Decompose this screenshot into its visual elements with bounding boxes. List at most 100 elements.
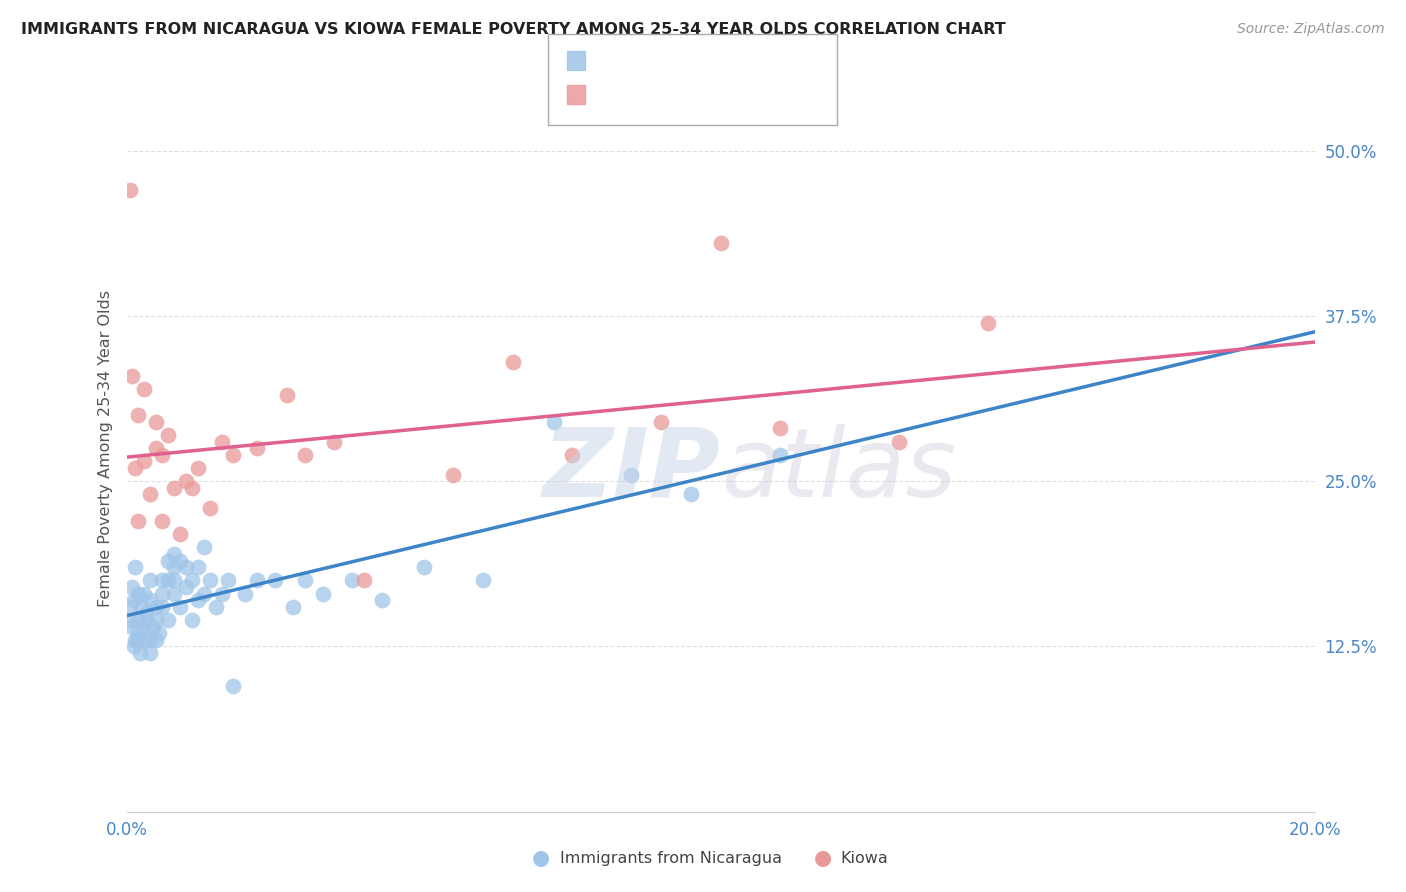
Text: ●: ● <box>533 848 550 868</box>
Point <box>769 448 792 462</box>
Point <box>710 236 733 251</box>
Point <box>193 587 215 601</box>
Point <box>128 646 150 660</box>
Point <box>294 574 316 588</box>
Text: R = 0.351   N = 67: R = 0.351 N = 67 <box>593 52 763 70</box>
Point <box>139 646 162 660</box>
Point <box>211 434 233 449</box>
Point <box>127 626 149 640</box>
Point <box>122 593 145 607</box>
Point <box>121 368 143 383</box>
Point <box>139 487 162 501</box>
Point <box>977 316 1000 330</box>
Point <box>150 514 173 528</box>
Point <box>187 593 209 607</box>
Point <box>163 547 186 561</box>
Point <box>412 560 434 574</box>
Point <box>294 448 316 462</box>
Point <box>180 574 202 588</box>
Point <box>342 574 364 588</box>
Point <box>157 613 180 627</box>
Point <box>139 593 162 607</box>
Text: IMMIGRANTS FROM NICARAGUA VS KIOWA FEMALE POVERTY AMONG 25-34 YEAR OLDS CORRELAT: IMMIGRANTS FROM NICARAGUA VS KIOWA FEMAL… <box>21 22 1005 37</box>
Point <box>145 599 167 614</box>
Point <box>193 541 215 555</box>
Point <box>679 487 702 501</box>
Point <box>371 593 394 607</box>
Point <box>187 560 209 574</box>
Point <box>134 587 156 601</box>
Point <box>134 382 156 396</box>
Point <box>169 527 191 541</box>
Point <box>150 574 173 588</box>
Point <box>150 587 173 601</box>
Point <box>222 679 245 693</box>
Point <box>163 574 186 588</box>
Text: Kiowa: Kiowa <box>841 851 889 865</box>
Point <box>323 434 346 449</box>
Point <box>180 481 202 495</box>
Point <box>148 626 170 640</box>
Text: atlas: atlas <box>721 424 956 516</box>
Point <box>134 620 156 634</box>
Point <box>139 632 162 647</box>
Point <box>157 428 180 442</box>
Text: Immigrants from Nicaragua: Immigrants from Nicaragua <box>560 851 782 865</box>
Point <box>887 434 910 449</box>
Point <box>150 448 173 462</box>
Point <box>124 632 146 647</box>
Point <box>198 500 221 515</box>
Point <box>169 599 191 614</box>
Point <box>150 599 173 614</box>
Point <box>769 421 792 435</box>
Point <box>211 587 233 601</box>
Y-axis label: Female Poverty Among 25-34 Year Olds: Female Poverty Among 25-34 Year Olds <box>97 290 112 607</box>
Point <box>353 574 375 588</box>
Point <box>472 574 495 588</box>
Point <box>620 467 643 482</box>
Point <box>502 355 524 369</box>
Text: R = 0.369   N = 34: R = 0.369 N = 34 <box>593 86 763 103</box>
Point <box>121 580 143 594</box>
Point <box>122 640 145 654</box>
Point <box>204 599 226 614</box>
Point <box>118 184 141 198</box>
Point <box>311 587 333 601</box>
Point <box>187 461 209 475</box>
Point <box>163 481 186 495</box>
Point <box>169 553 191 567</box>
Point <box>145 613 167 627</box>
Point <box>127 613 149 627</box>
Point <box>145 442 167 455</box>
Text: Source: ZipAtlas.com: Source: ZipAtlas.com <box>1237 22 1385 37</box>
Point <box>134 632 156 647</box>
Point <box>142 620 165 634</box>
Text: ●: ● <box>814 848 831 868</box>
Point <box>136 613 159 627</box>
Point <box>139 574 162 588</box>
Point <box>441 467 464 482</box>
Point <box>157 574 180 588</box>
Point <box>276 388 298 402</box>
Point <box>264 574 287 588</box>
Point <box>222 448 245 462</box>
Point <box>246 574 269 588</box>
Point <box>174 560 197 574</box>
Point <box>124 560 146 574</box>
Point <box>127 632 149 647</box>
Point <box>561 448 583 462</box>
Point <box>650 415 672 429</box>
Point <box>118 599 141 614</box>
Point <box>127 408 149 422</box>
Point <box>131 599 153 614</box>
Point <box>163 560 186 574</box>
Text: ZIP: ZIP <box>543 424 721 516</box>
Point <box>180 613 202 627</box>
Point <box>217 574 239 588</box>
Point <box>127 514 149 528</box>
Point <box>127 587 149 601</box>
Point <box>134 454 156 468</box>
Point <box>281 599 304 614</box>
Point <box>135 607 157 621</box>
Point <box>120 613 142 627</box>
